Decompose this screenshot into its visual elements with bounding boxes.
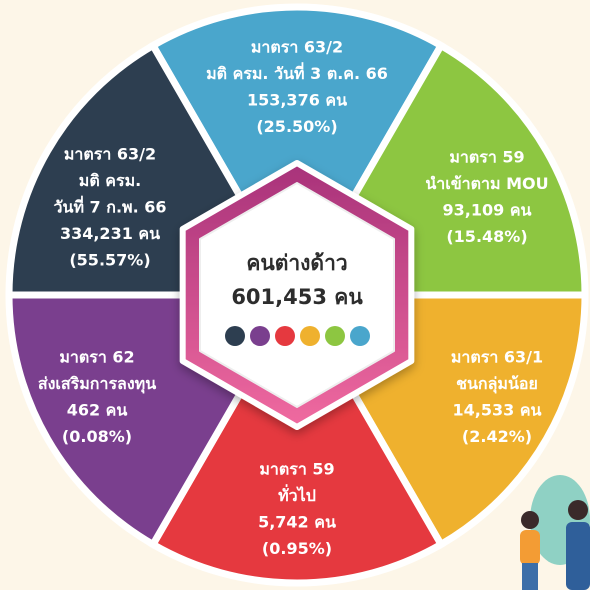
segment-label: นำเข้าตาม MOU xyxy=(425,174,548,193)
segment-label: 14,533 คน xyxy=(453,401,542,420)
segment-label: มติ ครม. xyxy=(79,171,141,190)
segment-label: ชนกลุ่มน้อย xyxy=(456,374,538,394)
segment xyxy=(148,288,446,587)
hub-face xyxy=(199,182,395,408)
center-title: คนต่างด้าว xyxy=(246,251,347,275)
center-total: 601,453 คน xyxy=(231,285,363,309)
segment-label: (0.08%) xyxy=(62,427,132,446)
dot xyxy=(250,326,270,346)
dot xyxy=(225,326,245,346)
segment-label: (15.48%) xyxy=(446,227,527,246)
segment xyxy=(148,3,446,302)
segment-label: มติ ครม. วันที่ 3 ต.ค. 66 xyxy=(206,62,388,83)
illustration xyxy=(520,475,590,590)
segment-label: มาตรา 62 xyxy=(59,348,134,367)
segment-label: ส่งเสริมการลงทุน xyxy=(38,374,156,394)
color-dots xyxy=(225,326,370,346)
segment-label: 5,742 คน xyxy=(258,513,336,532)
dot xyxy=(275,326,295,346)
segment-label: มาตรา 63/2 xyxy=(64,145,156,164)
dot xyxy=(325,326,345,346)
segment-label: (25.50%) xyxy=(256,117,337,136)
segment-label: วันที่ 7 ก.พ. 66 xyxy=(54,196,167,217)
dot xyxy=(300,326,320,346)
segment-label: 93,109 คน xyxy=(443,201,532,220)
segment-label: (2.42%) xyxy=(462,427,532,446)
segment-label: 334,231 คน xyxy=(60,224,160,243)
segment-label: 462 คน xyxy=(67,401,128,420)
segment-label: มาตรา 59 xyxy=(259,460,334,479)
segment-label: มาตรา 63/2 xyxy=(251,38,343,57)
segment-label: ทั่วไป xyxy=(278,484,316,505)
segment-label: (0.95%) xyxy=(262,539,332,558)
segment-label: มาตรา 59 xyxy=(449,148,524,167)
segment-label: (55.57%) xyxy=(69,251,150,270)
segment-label: 153,376 คน xyxy=(247,91,347,110)
dot xyxy=(350,326,370,346)
center-hub xyxy=(179,160,415,430)
segment-label: มาตรา 63/1 xyxy=(451,348,543,367)
